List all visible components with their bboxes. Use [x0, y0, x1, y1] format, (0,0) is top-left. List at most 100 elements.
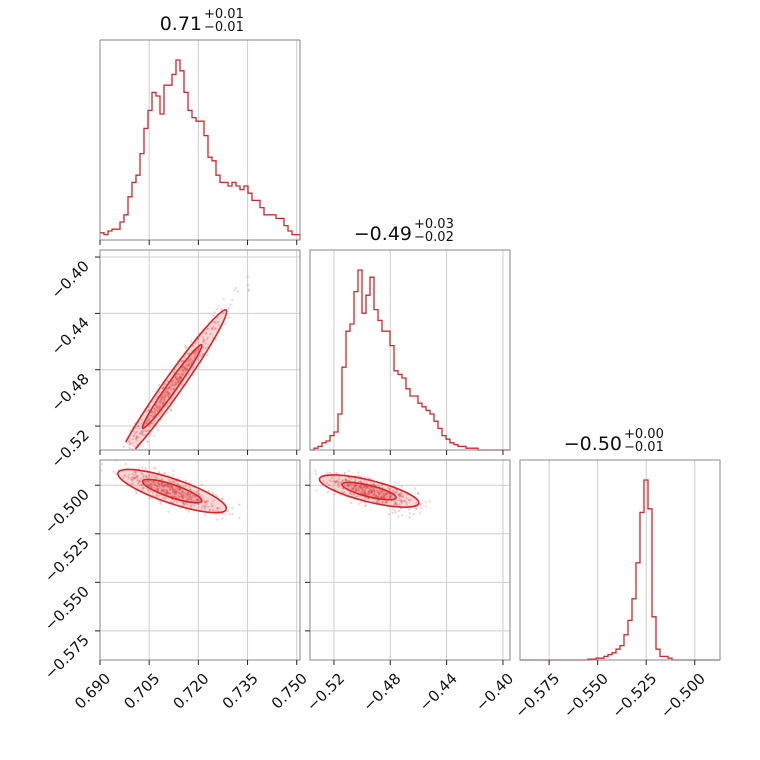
scatter-point [151, 483, 154, 486]
scatter-point [186, 493, 189, 497]
scatter-point [158, 408, 161, 411]
scatter-point [156, 481, 159, 484]
scatter-point [182, 370, 185, 373]
scatter-point [373, 493, 376, 496]
scatter-point [402, 494, 405, 497]
contours-r2-c0 [117, 468, 228, 514]
scatter-point [107, 457, 109, 459]
scatter-point [217, 510, 220, 513]
scatter-point [120, 456, 122, 458]
scatter-point [162, 488, 165, 491]
scatter-point [134, 471, 137, 474]
scatter-point [174, 382, 177, 385]
scatter-point [206, 500, 209, 503]
scatter-point [135, 439, 138, 442]
scatter-point [381, 496, 385, 499]
scatter-point [353, 484, 357, 487]
scatter-point [149, 414, 152, 417]
scatter-point [397, 493, 400, 496]
scatter-point [135, 491, 138, 495]
scatter-point [163, 396, 166, 399]
scatter-point [160, 500, 163, 504]
scatter-point [369, 490, 372, 493]
scatter-point [370, 477, 373, 480]
scatter-point [156, 485, 159, 488]
scatter-point [144, 481, 147, 484]
scatter-point [156, 407, 159, 410]
contour-inner [341, 481, 398, 501]
scatter-point [161, 482, 164, 485]
scatter-point [377, 490, 380, 493]
scatter-point [206, 327, 209, 330]
scatter-point [328, 471, 332, 474]
scatter-point [181, 491, 184, 494]
scatter-point [171, 490, 174, 493]
scatter-point [206, 353, 209, 357]
scatter-point [197, 492, 201, 495]
scatter-point [173, 490, 176, 493]
scatter-point [157, 483, 161, 486]
scatter-point [122, 466, 124, 468]
scatter-point [167, 491, 170, 494]
scatter-point [153, 412, 156, 415]
scatter-point [362, 485, 365, 488]
scatter-point [367, 492, 370, 495]
scatter-point [415, 501, 418, 504]
scatter-point [379, 496, 383, 499]
scatter-point [175, 377, 179, 380]
scatter-point [175, 501, 178, 504]
scatter-point [357, 489, 361, 492]
scatter-point [409, 498, 412, 501]
scatter-point [361, 490, 364, 493]
scatter-point [162, 472, 165, 476]
scatter-point [400, 499, 403, 502]
scatter-point [370, 490, 373, 493]
scatter-point [152, 407, 156, 410]
title-plus: +0.01 [204, 7, 244, 22]
scatter-point [202, 339, 205, 342]
scatter-point [172, 474, 175, 477]
scatter-point [186, 497, 189, 500]
scatter-point [206, 338, 209, 341]
scatter-point [137, 467, 140, 470]
scatter-point [347, 476, 350, 479]
scatter-point [148, 418, 151, 421]
scatter-point [371, 489, 374, 492]
scatter-point [394, 502, 397, 505]
scatter-point [407, 498, 410, 501]
scatter-point [367, 491, 370, 494]
scatter-point [181, 369, 184, 372]
scatter-point [351, 487, 354, 490]
scatter-point [369, 486, 372, 489]
scatter-point [140, 422, 143, 425]
scatter-point [347, 485, 350, 488]
scatter-point [208, 508, 211, 512]
scatter-point [389, 495, 392, 498]
scatter-point [181, 373, 184, 376]
scatter-point [174, 381, 177, 384]
scatter-point [376, 499, 379, 502]
scatter-point [168, 489, 171, 492]
scatter-point [180, 495, 183, 498]
scatter-point [365, 486, 368, 489]
scatter-point [185, 368, 188, 371]
scatter-point [336, 479, 339, 482]
scatter-point [182, 374, 185, 377]
scatter-point [173, 491, 176, 494]
scatter-point [159, 399, 162, 402]
scatter-point [408, 499, 411, 502]
scatter-point [157, 414, 160, 417]
scatter-point [354, 489, 357, 492]
scatter-point [367, 489, 370, 493]
scatter-point [155, 481, 158, 484]
scatter-point [194, 499, 197, 502]
scatter-point [368, 492, 371, 495]
scatter-point [150, 473, 153, 476]
scatter-point [133, 470, 136, 473]
scatter-point [169, 383, 172, 386]
scatter-point [158, 470, 161, 473]
title-plus: +0.00 [624, 427, 664, 442]
scatter-point [163, 395, 166, 398]
scatter-point [196, 498, 199, 501]
scatter-point [354, 477, 357, 480]
